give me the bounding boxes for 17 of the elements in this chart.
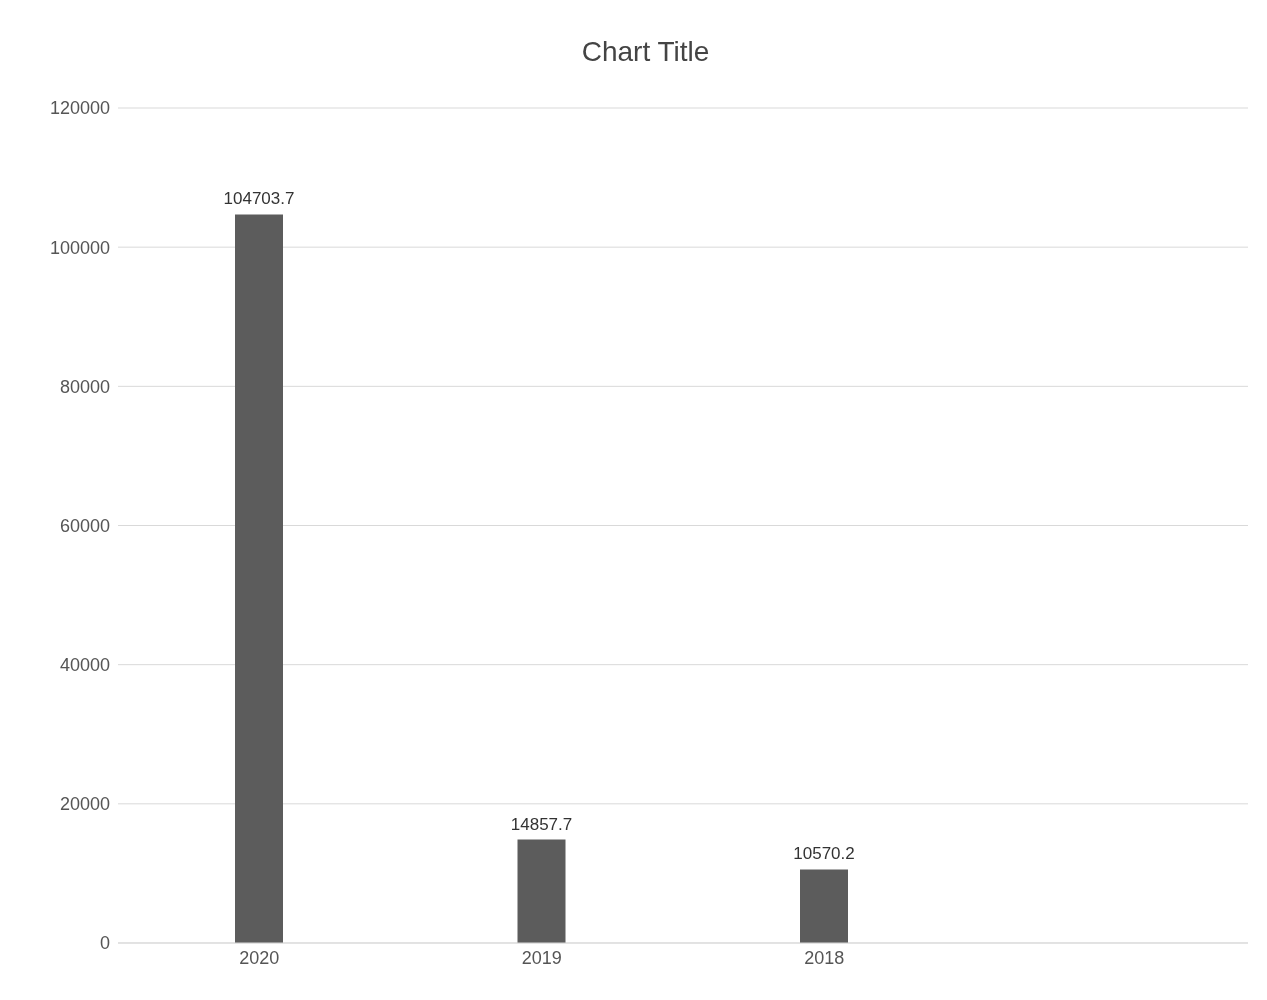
data-label: 104703.7 — [223, 189, 295, 209]
chart-title: Chart Title — [580, 36, 711, 68]
y-tick-label: 80000 — [59, 376, 110, 397]
bar — [800, 869, 848, 943]
y-tick-label: 40000 — [59, 655, 110, 676]
data-label: 10570.2 — [793, 844, 855, 864]
x-tick-label: 2018 — [804, 947, 845, 968]
x-tick-label: 2019 — [521, 947, 562, 968]
bar — [517, 839, 566, 943]
y-tick-label: 120000 — [49, 98, 110, 119]
data-label: 14857.7 — [510, 814, 573, 834]
y-tick-label: 20000 — [59, 794, 110, 815]
bar — [235, 214, 283, 943]
y-tick-label: 100000 — [49, 237, 110, 258]
y-tick-label: 60000 — [59, 515, 110, 536]
y-tick-label: 0 — [99, 933, 110, 954]
x-tick-label: 2020 — [239, 947, 280, 968]
